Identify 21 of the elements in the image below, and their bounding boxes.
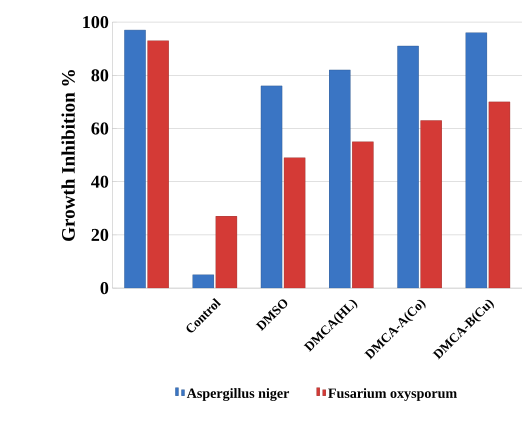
bar xyxy=(488,102,510,288)
bar xyxy=(466,32,488,288)
y-tick-label: 80 xyxy=(91,69,108,82)
y-tick-label: 100 xyxy=(83,16,108,28)
y-tick-label: 40 xyxy=(91,176,108,188)
y-tick-label: 0 xyxy=(100,282,108,294)
bar xyxy=(260,86,282,288)
bar xyxy=(329,70,351,288)
bar xyxy=(147,40,169,288)
bar xyxy=(192,274,214,288)
y-tick-label: 60 xyxy=(91,122,108,135)
bar xyxy=(397,46,419,288)
bar xyxy=(284,158,306,288)
legend-label: Aspergillus niger xyxy=(186,388,290,402)
bar xyxy=(352,142,374,288)
y-tick-label: 20 xyxy=(92,228,108,242)
bar xyxy=(124,30,146,288)
legend-label: Fusarium oxysporum xyxy=(328,388,457,402)
y-axis-title: Growth Inhibition % xyxy=(61,70,75,242)
bar xyxy=(216,216,238,288)
bar xyxy=(420,120,442,288)
